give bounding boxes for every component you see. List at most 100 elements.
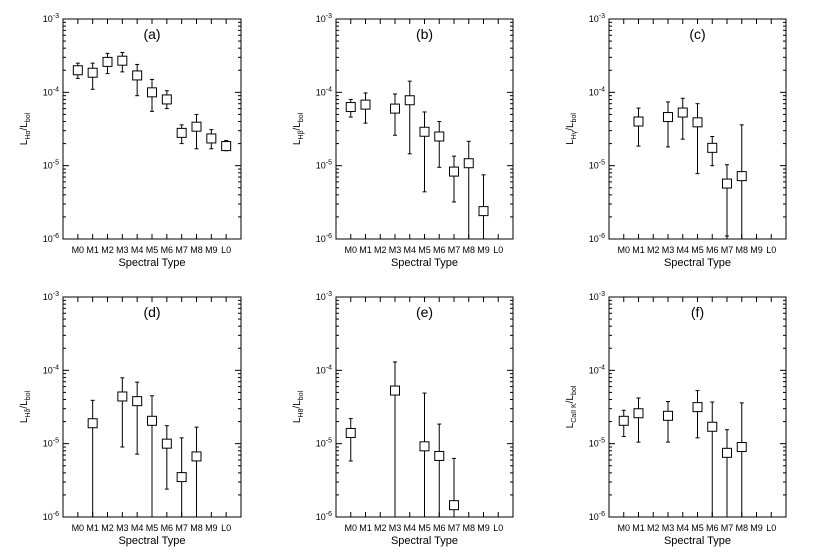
- x-tick-label: L0: [766, 523, 776, 533]
- data-point-M0: [345, 98, 356, 118]
- data-point-M5: [419, 111, 430, 193]
- x-axis-label: Spectral Type: [391, 257, 458, 269]
- square-marker: [147, 415, 157, 426]
- x-tick-label: M1: [632, 245, 645, 255]
- data-point-M5: [692, 390, 703, 439]
- y-tick-label: 10-5: [43, 160, 59, 171]
- x-tick-label: M6: [706, 523, 719, 533]
- y-tick-label: 10-4: [43, 364, 59, 375]
- square-marker: [736, 442, 747, 453]
- data-point-M0: [618, 409, 629, 438]
- data-point-M6: [707, 135, 718, 167]
- x-tick-label: M5: [691, 245, 704, 255]
- square-marker: [147, 87, 157, 98]
- square-marker: [117, 55, 128, 66]
- y-axis-label: LH8/Lbol: [292, 390, 305, 423]
- data-point-M6: [161, 425, 172, 490]
- square-marker: [206, 133, 217, 144]
- x-tick-label: M2: [374, 523, 387, 533]
- chart-panel-4: 10-3 10-4 10-5 10-6 M0 M1 M2 M3 M4 M5 M6 M7 M8 M9 L0 Sp…: [19, 291, 242, 547]
- square-marker: [87, 418, 98, 429]
- y-tick-label: 10-6: [43, 511, 59, 522]
- square-marker: [633, 116, 644, 127]
- x-tick-label: M1: [359, 245, 372, 255]
- x-tick-label: M7: [175, 523, 188, 533]
- chart-panel-3: 10-3 10-4 10-5 10-6 M0 M1 M2 M3 M4 M5 M6 M7 M8 M9 L0 Sp…: [565, 13, 787, 269]
- x-tick-label: M6: [433, 523, 446, 533]
- y-tick-label: 10-6: [316, 233, 332, 244]
- data-point-M6: [434, 121, 445, 168]
- x-tick-label: M5: [418, 245, 431, 255]
- data-point-M6: [161, 90, 172, 110]
- x-tick-label: M3: [116, 523, 129, 533]
- data-point-M3: [117, 377, 128, 448]
- data-point-M4: [677, 97, 688, 140]
- x-tick-label: M0: [344, 523, 357, 533]
- data-point-M5: [147, 78, 157, 112]
- x-tick-label: M9: [477, 245, 490, 255]
- data-point-M1: [633, 107, 644, 147]
- x-tick-label: M3: [389, 523, 402, 533]
- panel-label: (b): [416, 26, 433, 42]
- y-tick-label: 10-4: [589, 364, 605, 375]
- y-axis-label: LHδ/Lbol: [19, 390, 32, 423]
- x-tick-label: M6: [433, 245, 446, 255]
- y-tick-label: 10-6: [316, 511, 332, 522]
- data-point-M7: [449, 457, 459, 517]
- square-marker: [221, 141, 232, 152]
- y-tick-label: 10-4: [316, 364, 332, 375]
- x-tick-label: M8: [735, 245, 748, 255]
- x-tick-label: M1: [86, 523, 99, 533]
- y-tick-label: 10-5: [316, 438, 332, 449]
- plot-frame: [62, 18, 242, 240]
- x-tick-label: M4: [131, 245, 144, 255]
- y-tick-label: 10-6: [589, 511, 605, 522]
- x-axis-label: Spectral Type: [118, 257, 185, 269]
- x-tick-label: M1: [359, 523, 372, 533]
- x-tick-label: M0: [72, 523, 85, 533]
- data-point-M7: [176, 437, 187, 517]
- data-point-M4: [132, 381, 143, 455]
- x-tick-label: M2: [647, 523, 660, 533]
- x-tick-label: M8: [462, 245, 475, 255]
- data-point-M0: [72, 62, 83, 79]
- x-tick-label: M6: [706, 245, 719, 255]
- panel-label: (e): [416, 304, 433, 320]
- x-tick-label: M9: [750, 523, 763, 533]
- square-marker: [663, 112, 673, 123]
- data-point-M6: [434, 423, 445, 517]
- square-marker: [463, 158, 474, 169]
- data-point-M9: [478, 174, 489, 239]
- x-tick-label: M5: [691, 523, 704, 533]
- x-tick-label: M3: [389, 245, 402, 255]
- x-tick-label: M4: [676, 245, 689, 255]
- square-marker: [132, 396, 143, 407]
- x-tick-label: M3: [662, 523, 675, 533]
- x-tick-label: M5: [418, 523, 431, 533]
- square-marker: [677, 107, 688, 118]
- x-tick-label: M9: [205, 523, 218, 533]
- x-tick-label: M7: [721, 245, 734, 255]
- chart-panel-6: 10-3 10-4 10-5 10-6 M0 M1 M2 M3 M4 M5 M6 M7 M8 M9 L0 Sp…: [565, 291, 787, 547]
- square-marker: [176, 127, 187, 138]
- y-tick-label: 10-4: [316, 86, 332, 97]
- data-point-L0: [221, 140, 232, 152]
- data-point-M8: [736, 402, 747, 517]
- y-axis-label: LHγ/Lbol: [565, 113, 578, 145]
- x-tick-label: M4: [403, 245, 416, 255]
- data-point-M9: [206, 129, 217, 150]
- data-point-M3: [117, 51, 128, 73]
- data-point-M1: [360, 92, 371, 124]
- data-point-M4: [132, 63, 143, 97]
- square-marker: [663, 410, 673, 421]
- x-tick-label: M1: [86, 245, 99, 255]
- y-tick-label: 10-5: [589, 438, 605, 449]
- square-marker: [360, 99, 371, 110]
- x-tick-label: M6: [161, 245, 174, 255]
- y-axis-label: LCaII K/Lbol: [565, 385, 578, 428]
- y-tick-label: 10-5: [316, 160, 332, 171]
- x-tick-label: M9: [477, 523, 490, 533]
- panel-label: (c): [689, 26, 705, 42]
